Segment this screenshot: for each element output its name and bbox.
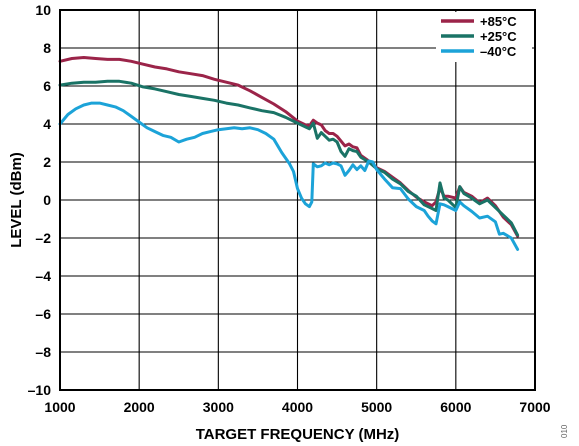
y-tick-label: –6 bbox=[35, 306, 51, 322]
y-tick-label: –2 bbox=[35, 230, 51, 246]
x-tick-label: 7000 bbox=[519, 399, 550, 415]
y-tick-label: 4 bbox=[43, 116, 51, 132]
x-tick-label: 1000 bbox=[44, 399, 75, 415]
series-line-2 bbox=[58, 101, 520, 251]
plot-frame bbox=[59, 9, 536, 391]
series-line-0 bbox=[58, 56, 520, 238]
x-axis-title: TARGET FREQUENCY (MHz) bbox=[196, 426, 400, 443]
legend-label-1: +25°C bbox=[480, 29, 517, 44]
x-tick-label: 3000 bbox=[203, 399, 234, 415]
y-tick-label: 2 bbox=[43, 154, 51, 170]
x-tick-label: 2000 bbox=[124, 399, 155, 415]
y-tick-label: –8 bbox=[35, 344, 51, 360]
grid bbox=[59, 9, 536, 391]
y-tick-label: 6 bbox=[43, 78, 51, 94]
y-axis-title: LEVEL (dBm) bbox=[8, 152, 25, 248]
legend-label-0: +85°C bbox=[480, 14, 517, 29]
y-tick-label: –4 bbox=[35, 268, 51, 284]
x-tick-label: 5000 bbox=[361, 399, 392, 415]
y-tick-label: 8 bbox=[43, 40, 51, 56]
y-tick-label: 0 bbox=[43, 192, 51, 208]
tick-labels: 1000 2000 3000 4000 5000 6000 7000 –10 –8 –6 –4 –2 0… bbox=[28, 2, 551, 415]
legend: +85°C+25°C–40°C bbox=[441, 14, 517, 59]
side-id-label: 010 bbox=[560, 424, 569, 438]
y-tick-label: –10 bbox=[28, 382, 52, 398]
legend-label-2: –40°C bbox=[480, 44, 517, 59]
x-tick-label: 4000 bbox=[282, 399, 313, 415]
series-line-1 bbox=[58, 79, 520, 237]
y-tick-label: 10 bbox=[35, 2, 51, 18]
x-tick-label: 6000 bbox=[440, 399, 471, 415]
series-layer bbox=[58, 56, 520, 251]
